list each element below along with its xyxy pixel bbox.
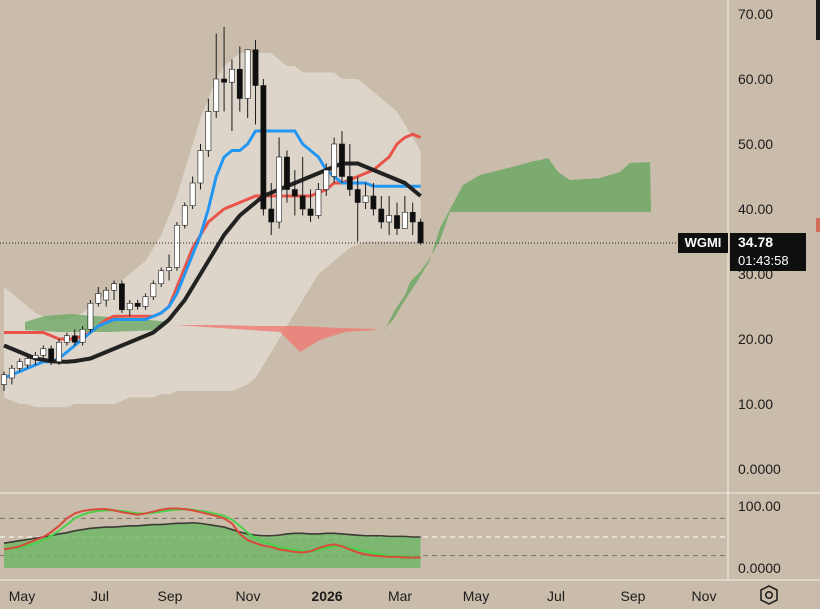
cloud-bullish — [377, 158, 651, 329]
candles[interactable] — [1, 27, 424, 391]
stoch-area — [4, 522, 421, 568]
candle-body[interactable] — [346, 176, 353, 190]
time-axis-label: 2026 — [311, 588, 342, 604]
candle-body[interactable] — [63, 335, 70, 343]
time-axis-label: Nov — [236, 588, 261, 604]
stoch-slow-line — [3, 521, 421, 544]
candle-body[interactable] — [205, 111, 212, 151]
candle-body[interactable] — [370, 195, 377, 210]
candle-body[interactable] — [79, 328, 86, 343]
stoch-k-line — [3, 507, 421, 559]
candle-body[interactable] — [174, 224, 180, 268]
candle-body[interactable] — [181, 205, 188, 226]
candle-body[interactable] — [409, 211, 416, 223]
side-toolbar-edge — [816, 0, 820, 40]
time-axis-label: Mar — [388, 588, 412, 604]
candle-body[interactable] — [103, 289, 110, 301]
cloud-bearish — [175, 325, 377, 352]
settings-gear-icon[interactable] — [759, 585, 779, 605]
candle-body[interactable] — [221, 78, 227, 83]
alert-marker — [816, 218, 820, 232]
candle-body[interactable] — [229, 68, 235, 83]
candle-body[interactable] — [126, 302, 133, 311]
time-axis-label: Sep — [158, 588, 183, 604]
price-axis-label: 70.00 — [738, 6, 773, 22]
candle-body[interactable] — [71, 335, 78, 343]
candle-body[interactable] — [284, 156, 290, 190]
candle-body[interactable] — [299, 195, 306, 210]
candle-body[interactable] — [1, 374, 7, 385]
time-axis-label: Nov — [692, 588, 717, 604]
candle-body[interactable] — [331, 143, 338, 177]
cloud-bullish-early — [25, 314, 170, 332]
candle-body[interactable] — [291, 189, 298, 197]
candle-body[interactable] — [260, 85, 267, 210]
candle-body[interactable] — [158, 270, 165, 285]
candle-body[interactable] — [16, 361, 23, 369]
stoch-axis-label: 100.00 — [738, 498, 781, 514]
time-axis-label: Jul — [547, 588, 565, 604]
price-axis-label: 60.00 — [738, 71, 773, 87]
symbol-label: WGMI — [678, 233, 728, 253]
stochastic-pane[interactable]: 100.00 0.0000 — [0, 498, 781, 576]
candle-body[interactable] — [56, 341, 62, 363]
price-axis-label: 40.00 — [738, 201, 773, 217]
last-price: 34.78 — [738, 234, 774, 250]
candle-body[interactable] — [236, 68, 243, 99]
candle-body[interactable] — [417, 221, 424, 244]
candle-body[interactable] — [166, 267, 172, 272]
candle-body[interactable] — [134, 302, 141, 307]
time-axis-label: May — [9, 588, 35, 604]
candle-body[interactable] — [87, 302, 94, 330]
candle-body[interactable] — [197, 150, 204, 184]
price-axis-label: 10.00 — [738, 396, 773, 412]
candle-body[interactable] — [24, 358, 31, 366]
price-tag: 34.78 01:43:58 — [730, 233, 806, 271]
candle-body[interactable] — [276, 156, 282, 223]
bar-countdown: 01:43:58 — [738, 253, 789, 268]
stoch-d-line — [3, 508, 421, 559]
candle-body[interactable] — [150, 283, 157, 298]
candle-body[interactable] — [394, 215, 400, 229]
candle-body[interactable] — [339, 143, 345, 177]
candle-body[interactable] — [252, 49, 259, 86]
price-axis-label: 0.0000 — [738, 461, 781, 477]
candle-body[interactable] — [213, 78, 220, 112]
time-axis-label: May — [463, 588, 489, 604]
candle-body[interactable] — [40, 348, 47, 356]
candle-body[interactable] — [111, 283, 117, 291]
time-axis-label: Jul — [91, 588, 109, 604]
candle-body[interactable] — [32, 354, 39, 359]
candle-body[interactable] — [189, 182, 196, 207]
time-axis[interactable]: May Jul Sep Nov 2026 Mar May Jul Sep Nov — [9, 588, 717, 604]
candle-body[interactable] — [142, 296, 149, 307]
candle-body[interactable] — [315, 189, 322, 216]
candle-body[interactable] — [401, 211, 408, 229]
candle-body[interactable] — [386, 215, 393, 223]
candle-body[interactable] — [95, 293, 102, 304]
black-line — [3, 161, 422, 364]
price-axis[interactable]: 70.0060.0050.0040.0030.0020.0010.000.000… — [738, 6, 781, 477]
candle-body[interactable] — [323, 169, 330, 190]
candle-body[interactable] — [8, 367, 15, 379]
price-axis-label: 50.00 — [738, 136, 773, 152]
candle-body[interactable] — [119, 283, 125, 311]
candle-body[interactable] — [268, 208, 275, 223]
candle-body[interactable] — [244, 49, 251, 99]
time-axis-label: Sep — [621, 588, 646, 604]
price-axis-label: 20.00 — [738, 331, 773, 347]
candle-body[interactable] — [307, 208, 314, 216]
ichimoku-cloud — [25, 158, 651, 352]
candle-body[interactable] — [354, 189, 361, 203]
candle-body[interactable] — [362, 195, 369, 203]
candle-body[interactable] — [48, 348, 55, 363]
candle-body[interactable] — [378, 208, 385, 223]
stoch-axis-label: 0.0000 — [738, 560, 781, 576]
